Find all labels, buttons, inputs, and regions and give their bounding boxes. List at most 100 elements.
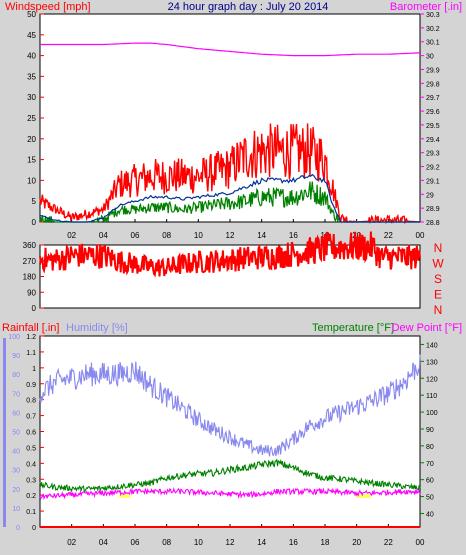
rainfall-axis-label: Rainfall [.in] bbox=[2, 322, 59, 334]
hour-tick-label: 20 bbox=[352, 538, 361, 547]
humidity-axis-bar bbox=[3, 338, 6, 527]
rainfall-tick-label: 0 bbox=[32, 525, 36, 532]
windspeed-tick-label: 35 bbox=[27, 72, 36, 81]
dewpoint-axis-label: Dew Point [°F] bbox=[392, 322, 462, 334]
temperature-axis-label: Temperature [°F] bbox=[312, 322, 394, 334]
hour-tick-label: 16 bbox=[289, 538, 298, 547]
direction-degree-label: 0 bbox=[32, 304, 37, 313]
rainfall-tick-label: 0.1 bbox=[26, 509, 36, 516]
rainfall-tick-label: 0.4 bbox=[26, 461, 36, 468]
compass-label: N bbox=[434, 241, 443, 255]
humidity-tick-label: 30 bbox=[12, 468, 20, 475]
temperature-tick-label: 80 bbox=[426, 444, 434, 451]
direction-degree-label: 360 bbox=[23, 241, 37, 250]
rainfall-tick-label: 0.8 bbox=[26, 398, 36, 405]
windspeed-tick-label: 25 bbox=[27, 114, 36, 123]
hour-tick-label: 16 bbox=[289, 231, 298, 240]
hour-tick-label: 02 bbox=[67, 231, 76, 240]
hour-tick-label: 04 bbox=[99, 538, 108, 547]
temperature-tick-label: 70 bbox=[426, 461, 434, 468]
temperature-tick-label: 120 bbox=[426, 376, 438, 383]
rain-humidity-temperature-series bbox=[39, 354, 421, 528]
windspeed-tick-label: 50 bbox=[27, 10, 36, 19]
barometer-axis-label: Barometer [.in] bbox=[390, 1, 462, 13]
rainfall-tick-label: 0.5 bbox=[26, 445, 36, 452]
compass-label: S bbox=[434, 272, 442, 286]
rainfall-tick-label: 0.9 bbox=[26, 382, 36, 389]
temperature-tick-label: 140 bbox=[426, 342, 438, 349]
windspeed-tick-label: 15 bbox=[27, 156, 36, 165]
hour-tick-label: 22 bbox=[384, 231, 393, 240]
windspeed-tick-label: 20 bbox=[27, 135, 36, 144]
barometer-tick-label: 29.3 bbox=[426, 151, 440, 158]
wind-barometer-series bbox=[39, 42, 421, 225]
barometer-tick-label: 29.9 bbox=[426, 67, 440, 74]
hour-tick-label: 18 bbox=[321, 538, 330, 547]
rainfall-tick-label: 1.1 bbox=[26, 350, 36, 357]
temperature-tick-label: 110 bbox=[426, 393, 437, 400]
barometer-tick-label: 29.1 bbox=[426, 178, 440, 185]
humidity-tick-label: 70 bbox=[12, 391, 20, 398]
hour-tick-label: 14 bbox=[257, 538, 266, 547]
hour-tick-label: 12 bbox=[226, 231, 235, 240]
humidity-tick-label: 50 bbox=[12, 430, 20, 437]
wind-direction-series bbox=[39, 231, 421, 278]
hour-tick-label: 02 bbox=[67, 538, 76, 547]
windspeed-axis-label: Windspeed [mph] bbox=[5, 1, 91, 13]
windspeed-tick-label: 40 bbox=[27, 52, 36, 61]
hour-tick-label: 20 bbox=[352, 231, 361, 240]
direction-degree-label: 270 bbox=[23, 257, 37, 266]
temperature-tick-label: 50 bbox=[426, 495, 434, 502]
humidity-tick-label: 0 bbox=[16, 525, 20, 532]
barometer-tick-label: 29.8 bbox=[426, 81, 440, 88]
rainfall-tick-label: 1.2 bbox=[26, 334, 36, 341]
barometer-tick-label: 29 bbox=[426, 192, 434, 199]
barometer-tick-label: 29.6 bbox=[426, 109, 440, 116]
hour-tick-label: 04 bbox=[99, 231, 108, 240]
humidity-tick-label: 60 bbox=[12, 410, 20, 417]
barometer-tick-label: 29.7 bbox=[426, 95, 440, 102]
windspeed-tick-label: 45 bbox=[27, 31, 36, 40]
compass-label: E bbox=[434, 288, 442, 302]
wind-direction-line bbox=[39, 231, 421, 278]
hour-tick-label: 08 bbox=[162, 231, 171, 240]
hour-tick-label: 22 bbox=[384, 538, 393, 547]
rainfall-tick-label: 0.3 bbox=[26, 477, 36, 484]
compass-label: W bbox=[432, 257, 444, 271]
barometer-tick-label: 30.2 bbox=[426, 26, 440, 33]
barometer-line bbox=[40, 42, 421, 57]
temperature-tick-label: 90 bbox=[426, 427, 434, 434]
humidity-tick-label: 10 bbox=[12, 506, 20, 513]
rain-humidity-temperature-ticks: 010203040506070809010000.10.20.30.40.50.… bbox=[8, 334, 437, 547]
compass-label: N bbox=[434, 303, 443, 317]
rainfall-tick-label: 0.7 bbox=[26, 414, 36, 421]
barometer-tick-label: 30.3 bbox=[426, 12, 440, 19]
rain-event-marker bbox=[119, 494, 131, 499]
humidity-tick-label: 40 bbox=[12, 449, 20, 456]
chart-title: 24 hour graph day : July 20 2014 bbox=[168, 1, 329, 13]
humidity-tick-label: 80 bbox=[12, 372, 20, 379]
dewpoint-line bbox=[39, 487, 421, 501]
hour-tick-label: 10 bbox=[194, 231, 203, 240]
windspeed-tick-label: 10 bbox=[27, 176, 36, 185]
rainfall-tick-label: 0.2 bbox=[26, 493, 36, 500]
humidity-tick-label: 20 bbox=[12, 487, 20, 494]
hour-tick-label: 00 bbox=[416, 231, 425, 240]
rainfall-tick-label: 0.6 bbox=[26, 430, 36, 437]
barometer-tick-label: 28.8 bbox=[426, 220, 440, 227]
hour-tick-label: 14 bbox=[257, 231, 266, 240]
hour-tick-label: 10 bbox=[194, 538, 203, 547]
windspeed-tick-label: 5 bbox=[32, 197, 37, 206]
barometer-tick-label: 30 bbox=[426, 54, 434, 61]
hour-tick-label: 12 bbox=[226, 538, 235, 547]
windspeed-tick-label: 0 bbox=[32, 218, 37, 227]
barometer-tick-label: 29.5 bbox=[426, 123, 440, 130]
humidity-line bbox=[39, 354, 421, 457]
rain-event-marker bbox=[356, 494, 371, 499]
temperature-tick-label: 40 bbox=[426, 511, 434, 518]
humidity-tick-label: 90 bbox=[12, 353, 20, 360]
humidity-axis-label: Humidity [%] bbox=[66, 322, 128, 334]
temperature-tick-label: 60 bbox=[426, 478, 434, 485]
